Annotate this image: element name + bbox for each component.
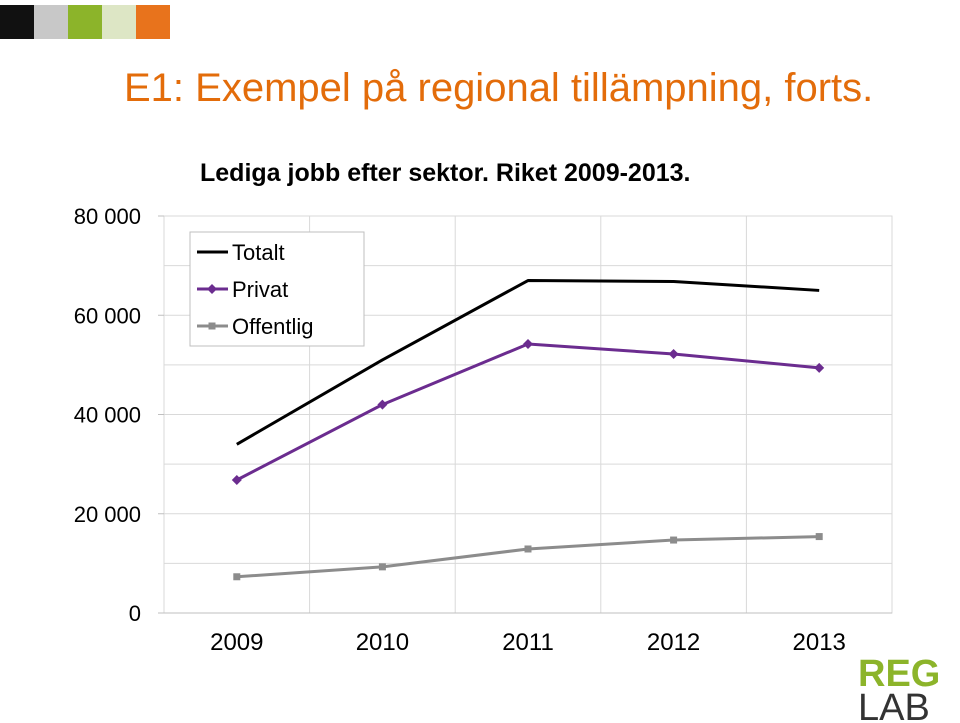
color-swatch-strip <box>0 5 170 39</box>
series-line-totalt <box>236 279 820 446</box>
color-swatch <box>136 5 170 39</box>
legend-marker-privat <box>207 284 217 294</box>
data-point-privat <box>523 339 533 350</box>
color-swatch <box>0 5 34 39</box>
legend-marker-offentlig <box>208 322 216 330</box>
x-tick-label: 2013 <box>793 629 846 656</box>
legend-label-totalt: Totalt <box>232 240 285 265</box>
color-swatch <box>68 5 102 39</box>
color-swatch <box>34 5 68 39</box>
y-tick-label: 0 <box>129 601 141 626</box>
x-tick-label: 2012 <box>647 629 700 656</box>
reglab-logo: REG LAB <box>858 653 940 722</box>
y-tick-label: 60 000 <box>74 303 141 328</box>
data-point-privat <box>377 399 388 410</box>
legend-label-offentlig: Offentlig <box>232 314 314 339</box>
data-point-offentlig <box>524 545 532 553</box>
data-point-privat <box>814 362 825 373</box>
y-tick-label: 80 000 <box>74 204 141 229</box>
data-point-offentlig <box>233 573 241 581</box>
logo-lab: LAB <box>858 687 930 722</box>
y-tick-label: 20 000 <box>74 502 141 527</box>
data-point-offentlig <box>670 536 678 544</box>
data-point-privat <box>668 348 679 359</box>
chart-title: Lediga jobb efter sektor. Riket 2009-201… <box>200 159 690 187</box>
x-tick-label: 2010 <box>356 629 409 656</box>
data-point-privat <box>231 475 242 486</box>
x-tick-label: 2009 <box>210 629 263 656</box>
data-point-offentlig <box>378 563 386 571</box>
data-point-offentlig <box>815 533 823 541</box>
legend-label-privat: Privat <box>232 277 288 302</box>
x-tick-label: 2011 <box>502 629 554 656</box>
y-tick-label: 40 000 <box>74 403 141 428</box>
color-swatch <box>102 5 136 39</box>
logo-reg: REG <box>858 653 940 695</box>
slide-title: E1: Exempel på regional tillämpning, for… <box>124 66 874 110</box>
